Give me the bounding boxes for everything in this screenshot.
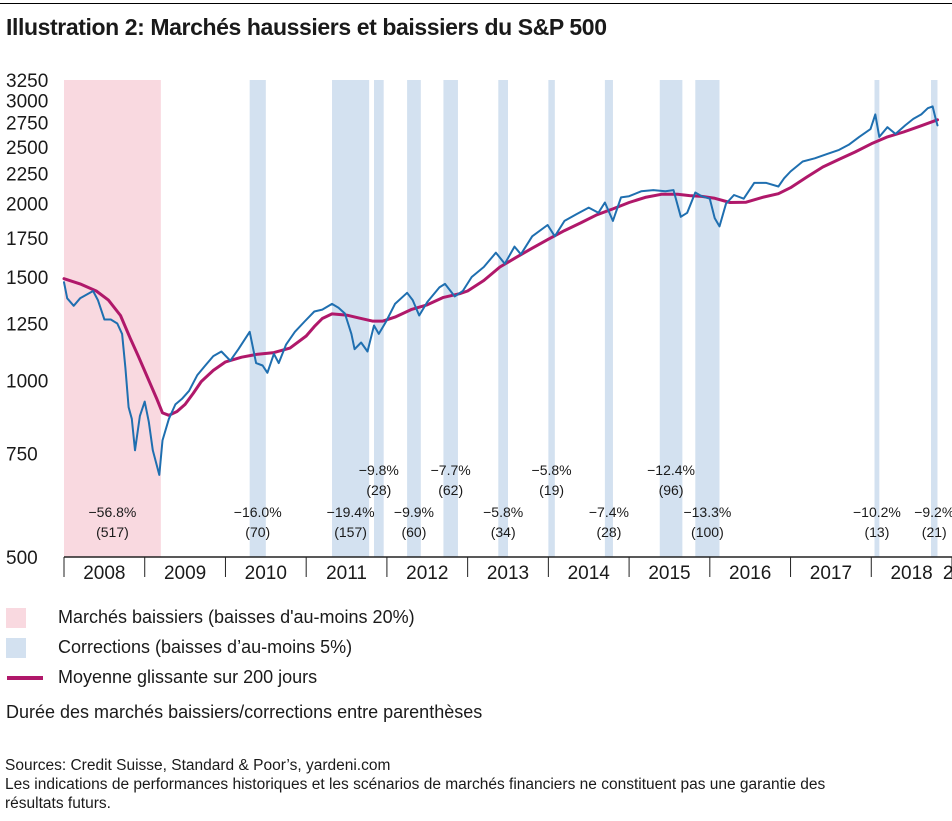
legend-swatch-bear bbox=[6, 608, 26, 628]
band-drawdown-label: −19.4% bbox=[327, 504, 375, 520]
x-tick-label: 2018 bbox=[890, 563, 932, 584]
y-tick-label: 2500 bbox=[6, 138, 48, 159]
x-tick-label: 2014 bbox=[568, 563, 611, 584]
y-tick-label: 1000 bbox=[6, 371, 48, 392]
sources-line: Sources: Credit Suisse, Standard & Poor’… bbox=[5, 757, 391, 774]
correction-band bbox=[548, 80, 555, 557]
ma-layer bbox=[62, 118, 939, 417]
sp500-price-line bbox=[63, 105, 939, 476]
labels-layer: −56.8% (517) −16.0% (70) −19.4% (157) −9.8% (28… bbox=[88, 462, 952, 540]
y-tick-label: 2750 bbox=[6, 114, 48, 135]
x-tick-label: 2013 bbox=[487, 563, 529, 584]
band-duration-label: (13) bbox=[864, 524, 889, 540]
band-drawdown-label: −7.4% bbox=[589, 504, 629, 520]
disclaimer-line: Les indications de performances historiq… bbox=[5, 776, 826, 793]
x-tick-label: 2011 bbox=[326, 563, 367, 584]
correction-band bbox=[695, 80, 720, 557]
y-tick-label: 3000 bbox=[6, 91, 48, 112]
top-rule bbox=[0, 3, 952, 4]
sources-block: Sources: Credit Suisse, Standard & Poor’… bbox=[5, 756, 947, 813]
band-duration-label: (62) bbox=[438, 482, 463, 498]
x-tick-label: 2015 bbox=[648, 563, 690, 584]
y-tick-label: 750 bbox=[6, 445, 38, 466]
band-drawdown-label: −12.4% bbox=[647, 462, 695, 478]
correction-band bbox=[604, 80, 613, 557]
band-duration-label: (96) bbox=[659, 482, 684, 498]
x-tick-label: 2019 bbox=[943, 563, 952, 584]
y-tick-label: 3250 bbox=[6, 71, 48, 92]
band-drawdown-label: −5.8% bbox=[532, 462, 572, 478]
y-tick-label: 500 bbox=[6, 548, 38, 569]
band-drawdown-label: −9.8% bbox=[359, 462, 399, 478]
correction-band bbox=[498, 80, 508, 557]
disclaimer-line-2: résultats futurs. bbox=[5, 795, 111, 812]
band-duration-label: (70) bbox=[245, 524, 270, 540]
band-duration-label: (19) bbox=[539, 482, 564, 498]
band-duration-label: (34) bbox=[491, 524, 516, 540]
x-tick-label: 2009 bbox=[164, 563, 206, 584]
band-duration-label: (28) bbox=[596, 524, 621, 540]
y-tick-label: 1750 bbox=[6, 229, 48, 250]
band-drawdown-label: −16.0% bbox=[234, 504, 282, 520]
band-drawdown-label: −5.8% bbox=[483, 504, 523, 520]
bands-layer bbox=[64, 80, 938, 557]
y-tick-label: 2250 bbox=[6, 165, 48, 186]
correction-band bbox=[931, 80, 938, 557]
y-tick-label: 2000 bbox=[6, 195, 48, 216]
band-drawdown-label: −9.9% bbox=[394, 504, 434, 520]
band-drawdown-label: −56.8% bbox=[88, 504, 136, 520]
chart-title: Illustration 2: Marchés haussiers et bai… bbox=[6, 14, 607, 40]
x-tick-label: 2008 bbox=[83, 563, 125, 584]
legend-label-bear: Marchés baissiers (baisses d'au-moins 20… bbox=[58, 607, 415, 627]
legend-line-ma bbox=[7, 676, 43, 680]
band-drawdown-label: −10.2% bbox=[853, 504, 901, 520]
price-layer bbox=[63, 105, 939, 476]
y-tick-label: 1250 bbox=[6, 314, 48, 335]
band-duration-label: (100) bbox=[691, 524, 724, 540]
legend-label-correction: Corrections (baisses d’au-moins 5%) bbox=[58, 637, 353, 657]
band-drawdown-label: −13.3% bbox=[683, 504, 731, 520]
band-drawdown-label: −9.2% bbox=[914, 504, 952, 520]
moving-average-line bbox=[62, 118, 939, 417]
correction-band bbox=[407, 80, 421, 557]
band-drawdown-label: −7.7% bbox=[431, 462, 471, 478]
x-tick-label: 2012 bbox=[406, 563, 448, 584]
x-tick-label: 2016 bbox=[729, 563, 771, 584]
sp500-chart: 500 750 1000 1250 1500 1750 2000 2250 2500 275030… bbox=[6, 71, 952, 584]
band-duration-label: (157) bbox=[334, 524, 367, 540]
y-tick-label: 1500 bbox=[6, 268, 48, 289]
bear-market-band bbox=[64, 80, 161, 557]
legend-swatch-correction bbox=[6, 638, 26, 658]
band-duration-label: (21) bbox=[922, 524, 947, 540]
band-duration-label: (28) bbox=[366, 482, 391, 498]
band-duration-label: (60) bbox=[401, 524, 426, 540]
duration-note: Durée des marchés baissiers/corrections … bbox=[6, 702, 483, 722]
x-tick-label: 2010 bbox=[245, 563, 287, 584]
axes-layer: 500 750 1000 1250 1500 1750 2000 2250 2500 275030… bbox=[6, 71, 952, 584]
correction-band bbox=[443, 80, 458, 557]
correction-band bbox=[249, 80, 266, 557]
correction-band bbox=[874, 80, 880, 557]
legend-label-ma: Moyenne glissante sur 200 jours bbox=[58, 667, 318, 687]
x-tick-label: 2017 bbox=[810, 563, 852, 584]
band-duration-label: (517) bbox=[96, 524, 129, 540]
correction-band bbox=[373, 80, 384, 557]
